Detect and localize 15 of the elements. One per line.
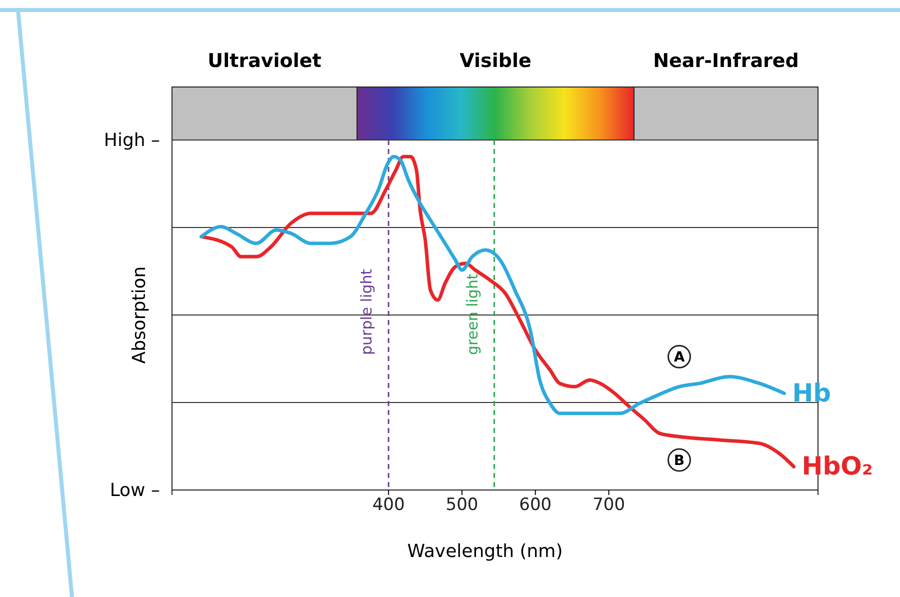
text: Ultraviolet	[208, 50, 322, 72]
text: High –	[104, 130, 160, 151]
x-axis-title: Wavelength (nm)	[407, 541, 563, 562]
x-tick-label: 400	[372, 495, 405, 516]
x-tick-label: 700	[592, 495, 626, 516]
annotation: B	[674, 453, 685, 469]
text: Near-Infrared	[653, 50, 799, 72]
text: Visible	[460, 50, 532, 72]
x-tick-label: 500	[446, 495, 478, 516]
annotation: A	[674, 350, 685, 366]
ref-line-label: green light	[463, 274, 482, 355]
text: Low –	[110, 480, 160, 501]
ref-line-label: purple light	[358, 268, 376, 355]
y-axis-title: Absorption	[129, 266, 150, 364]
x-tick-label: 600	[519, 495, 552, 516]
